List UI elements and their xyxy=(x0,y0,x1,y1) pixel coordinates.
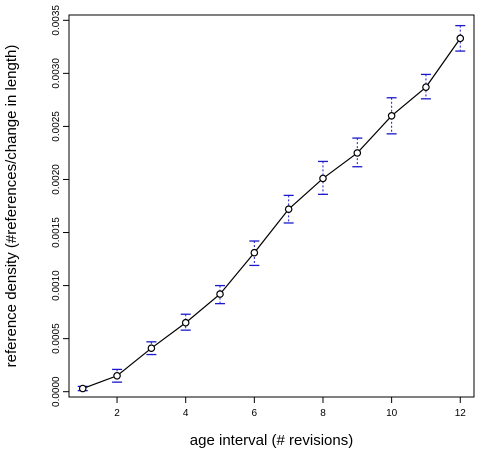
data-point xyxy=(319,174,327,183)
data-point xyxy=(387,112,396,120)
data-point xyxy=(250,248,259,257)
x-axis-title: age interval (# revisions) xyxy=(190,432,353,449)
data-point xyxy=(422,83,430,91)
y-tick-label: 0.0035 xyxy=(51,5,62,36)
data-point xyxy=(147,344,156,352)
data-point xyxy=(284,205,293,213)
y-axis-title: reference density (#references/change in… xyxy=(3,45,20,368)
error-bar xyxy=(352,137,363,168)
y-tick-label: 0.0005 xyxy=(51,323,62,354)
data-point xyxy=(113,371,121,380)
y-tick-label: 0.0000 xyxy=(51,376,62,407)
x-tick-label: 4 xyxy=(183,408,189,419)
data-point xyxy=(181,318,190,327)
error-bar xyxy=(112,368,123,383)
error-bar xyxy=(180,313,191,331)
error-bars xyxy=(77,24,466,392)
y-tick-label: 0.0025 xyxy=(51,111,62,142)
series-polyline xyxy=(82,37,461,390)
x-tick-label: 12 xyxy=(455,408,467,419)
data-point xyxy=(216,290,224,298)
x-axis: 2 4 6 8 10 12 xyxy=(114,397,466,419)
y-tick-label: 0.0015 xyxy=(51,217,62,248)
x-tick-label: 8 xyxy=(320,408,326,419)
error-bar xyxy=(386,97,397,135)
y-tick-label: 0.0010 xyxy=(51,270,62,301)
error-bar xyxy=(146,341,157,356)
data-point xyxy=(353,149,362,157)
y-tick-label: 0.0020 xyxy=(51,164,62,195)
y-axis: 0.0000 0.0005 0.0010 0.0015 0.0020 0.0025 0.00… xyxy=(51,5,69,407)
x-tick-label: 2 xyxy=(114,408,120,419)
data-point xyxy=(456,34,465,43)
data-points xyxy=(78,34,465,393)
plot-frame xyxy=(68,14,475,398)
y-tick-label: 0.0030 xyxy=(51,58,62,89)
data-point xyxy=(78,384,87,393)
x-tick-label: 10 xyxy=(386,408,398,419)
x-tick-label: 6 xyxy=(252,408,258,419)
series-line xyxy=(82,37,461,390)
